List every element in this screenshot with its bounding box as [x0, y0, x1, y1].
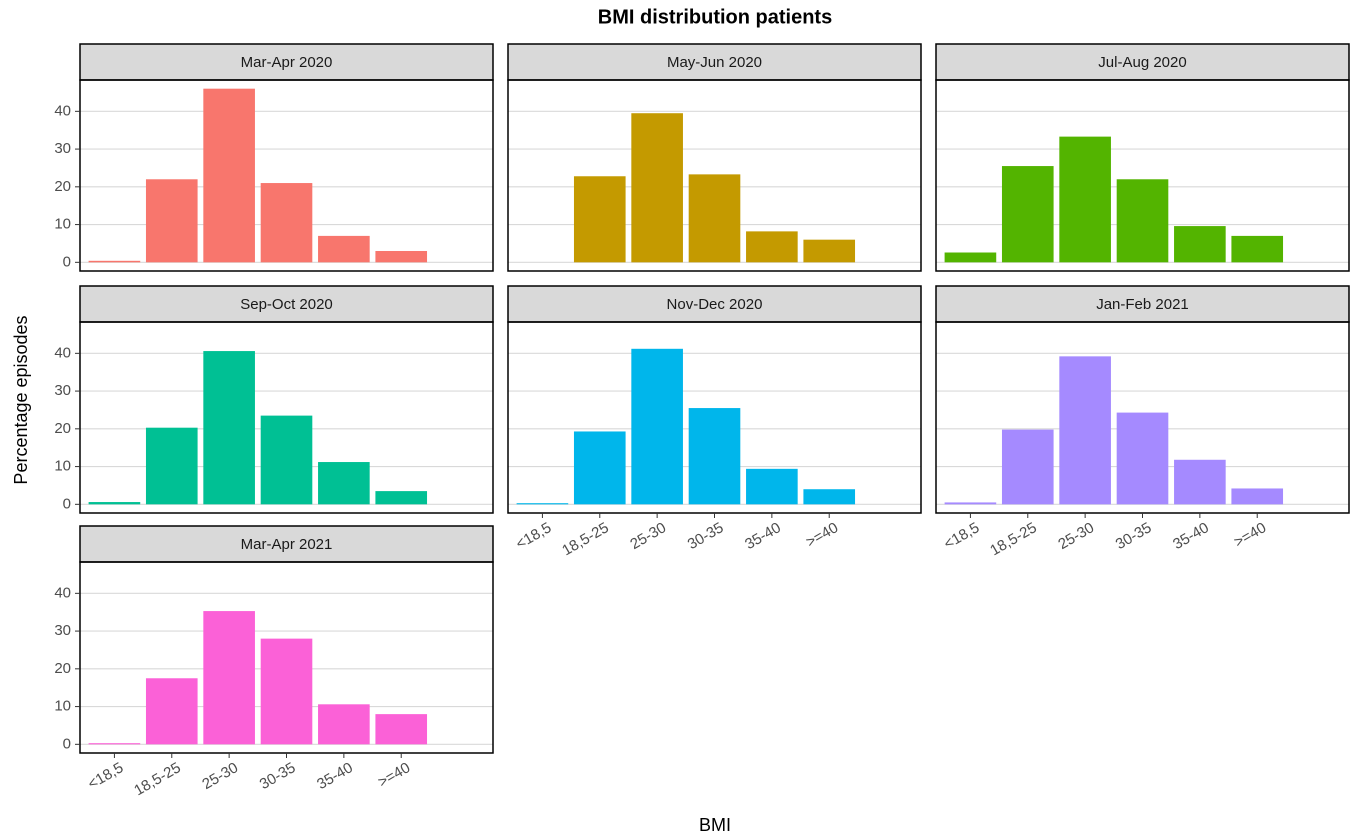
y-tick-label: 40 — [54, 584, 71, 601]
bar — [1001, 166, 1054, 263]
y-axis-label: Percentage episodes — [11, 315, 31, 484]
x-tick-label: >=40 — [1231, 519, 1269, 551]
strip-label: Mar-Apr 2020 — [241, 54, 333, 71]
bar — [88, 502, 141, 505]
bar — [375, 250, 428, 263]
bar — [1001, 429, 1054, 505]
bar — [88, 743, 141, 745]
bar — [516, 503, 569, 505]
bar — [688, 408, 741, 505]
y-tick-label: 0 — [63, 735, 71, 752]
strip-label: Nov-Dec 2020 — [667, 296, 763, 313]
bar — [573, 176, 626, 263]
bar — [260, 415, 313, 505]
x-tick-label: 35-40 — [742, 519, 784, 553]
y-tick-label: 30 — [54, 382, 71, 399]
x-tick-label: 25-30 — [627, 519, 669, 553]
bar — [145, 678, 198, 745]
bar — [203, 88, 255, 263]
strip-label: May-Jun 2020 — [667, 54, 762, 71]
x-tick-label: <18,5 — [513, 519, 554, 553]
y-tick-label: 40 — [54, 102, 71, 119]
strip-label: Jul-Aug 2020 — [1098, 54, 1186, 71]
bar — [318, 704, 370, 745]
chart-title: BMI distribution patients — [598, 6, 832, 28]
y-tick-label: 20 — [54, 660, 71, 677]
x-tick-label: >=40 — [803, 519, 841, 551]
bar — [1174, 226, 1226, 263]
bar — [746, 231, 798, 263]
bar — [318, 462, 370, 505]
y-tick-label: 10 — [54, 458, 71, 475]
bar — [203, 351, 255, 505]
y-tick-label: 30 — [54, 140, 71, 157]
x-tick-label: 30-35 — [257, 759, 299, 793]
bar — [203, 611, 255, 745]
bar — [260, 638, 313, 745]
x-tick-label: 18,5-25 — [987, 519, 1040, 559]
panel-border — [79, 79, 494, 272]
bar — [260, 183, 313, 263]
panel-border — [79, 321, 494, 514]
bar — [318, 235, 370, 263]
x-tick-label: <18,5 — [941, 519, 982, 553]
x-tick-label: <18,5 — [85, 759, 126, 793]
x-tick-label: 30-35 — [1113, 519, 1155, 553]
x-tick-label: 18,5-25 — [131, 759, 184, 799]
strip — [79, 525, 494, 563]
strip — [507, 285, 922, 323]
y-tick-label: 0 — [63, 495, 71, 512]
y-tick-label: 20 — [54, 420, 71, 437]
bar — [944, 252, 997, 263]
panel-border — [935, 79, 1350, 272]
bar — [573, 431, 626, 505]
panel-border — [507, 79, 922, 272]
bar — [803, 239, 856, 263]
bar — [145, 179, 198, 263]
bar — [1059, 356, 1111, 505]
x-tick-label: 25-30 — [1055, 519, 1097, 553]
y-tick-label: 10 — [54, 698, 71, 715]
strip-label: Jan-Feb 2021 — [1096, 296, 1189, 313]
bar — [944, 502, 997, 505]
strip-label: Sep-Oct 2020 — [240, 296, 333, 313]
bar — [1116, 412, 1169, 505]
strip — [507, 43, 922, 81]
x-tick-label: >=40 — [375, 759, 413, 791]
bar — [746, 468, 798, 505]
y-tick-label: 30 — [54, 622, 71, 639]
x-tick-label: 25-30 — [199, 759, 241, 793]
y-tick-label: 0 — [63, 253, 71, 270]
bar — [631, 113, 683, 263]
bar — [631, 348, 683, 505]
bar — [1231, 488, 1284, 505]
x-tick-label: 35-40 — [1170, 519, 1212, 553]
bar — [803, 489, 856, 505]
x-tick-label: 18,5-25 — [559, 519, 612, 559]
bar — [145, 427, 198, 505]
bar — [688, 174, 741, 263]
x-axis-label: BMI — [699, 815, 731, 835]
bar — [1116, 179, 1169, 263]
strip-label: Mar-Apr 2021 — [241, 536, 333, 553]
strip — [79, 43, 494, 81]
x-tick-label: 35-40 — [314, 759, 356, 793]
y-tick-label: 20 — [54, 178, 71, 195]
strip — [935, 285, 1350, 323]
bar — [375, 714, 428, 745]
y-tick-label: 40 — [54, 344, 71, 361]
x-tick-label: 30-35 — [685, 519, 727, 553]
strip — [79, 285, 494, 323]
bar — [88, 260, 141, 263]
bar — [1231, 235, 1284, 263]
bar — [1059, 136, 1111, 263]
y-tick-label: 10 — [54, 216, 71, 233]
bar — [375, 491, 428, 505]
bar — [1174, 459, 1226, 505]
